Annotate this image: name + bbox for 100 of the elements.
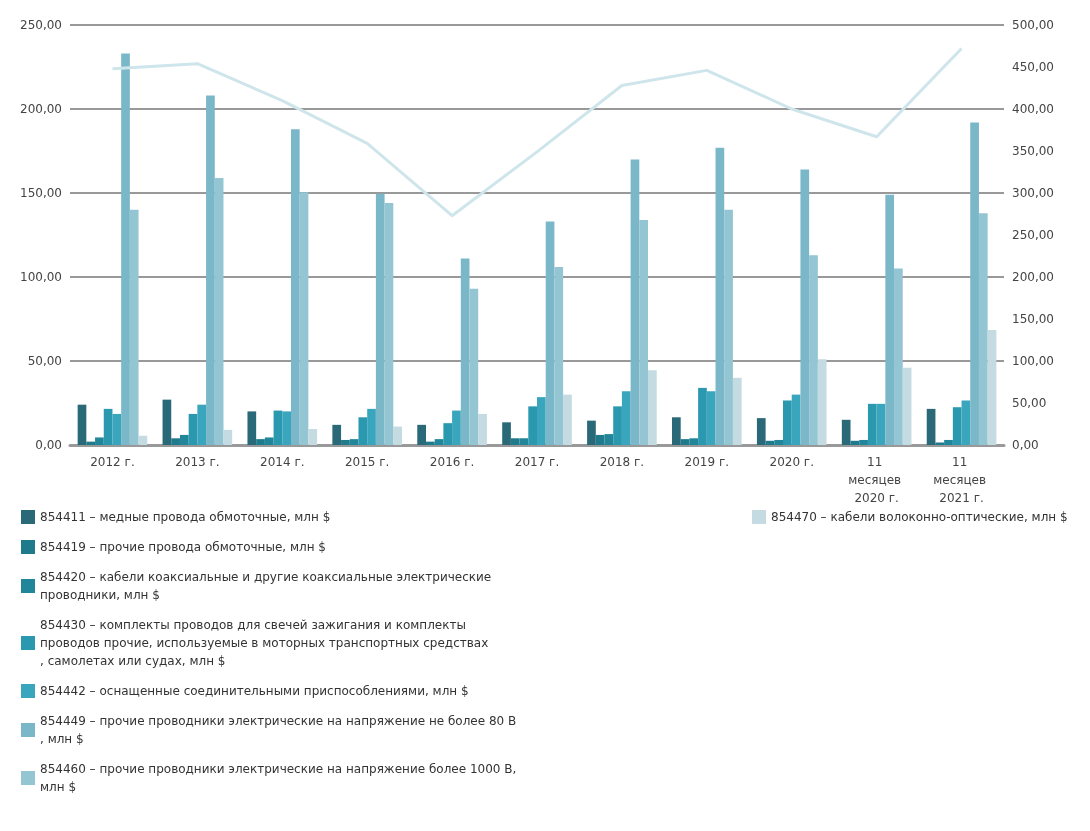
x-tick-label: 2017 г. — [514, 455, 560, 469]
x-tick-label: 2019 г. — [684, 455, 730, 469]
bar — [112, 413, 122, 445]
bar — [256, 439, 265, 445]
bar — [264, 437, 274, 445]
bar — [961, 400, 971, 445]
bar — [563, 394, 572, 445]
bar — [587, 420, 596, 445]
y2-tick-label: 500,00 — [1012, 18, 1054, 32]
y2-tick-label: 300,00 — [1012, 186, 1054, 200]
bar — [935, 442, 945, 445]
bar — [77, 404, 87, 445]
line-series — [110, 47, 964, 218]
bar — [460, 258, 470, 445]
bar — [478, 413, 487, 445]
legend-label: 854430 – комплекты проводов для свечей зажигания и комплекты проводов прочие, используемые в моторных транспортных средствах, самолетах или судах, млн $ — [40, 618, 489, 668]
bar — [537, 397, 546, 445]
y-tick-label: 150,00 — [20, 186, 62, 200]
x-tick-label: 11 месяцев 2020 г. — [848, 455, 905, 505]
legend-label: 854442 – оснащенные соединительными приспособлениями, млн $ — [40, 684, 469, 698]
bar — [859, 439, 868, 445]
bar — [630, 159, 640, 445]
x-tick-label: 2014 г. — [260, 455, 305, 469]
legend-label: 854419 – прочие провода обмоточные, млн $ — [40, 540, 326, 554]
bar — [680, 439, 690, 445]
bar — [783, 400, 792, 445]
bar — [885, 194, 895, 445]
y2-tick-label: 0,00 — [1012, 438, 1039, 452]
bar — [774, 439, 784, 445]
bar — [443, 423, 453, 445]
legend-label: 854470 – кабели волоконно-оптические, млн $ — [771, 510, 1068, 524]
bar — [926, 408, 936, 445]
bar — [121, 53, 130, 445]
bar — [95, 437, 104, 445]
bar — [689, 438, 699, 445]
bar — [171, 438, 180, 445]
bar — [672, 417, 681, 445]
bar — [206, 95, 215, 445]
bar — [613, 406, 622, 445]
y2-tick-label: 350,00 — [1012, 144, 1054, 158]
bar — [367, 408, 376, 445]
bar — [639, 219, 649, 445]
bar — [129, 209, 139, 445]
x-tick-label: 11 месяцев 2021 г. — [933, 455, 990, 505]
bar — [595, 434, 605, 445]
bar — [715, 147, 725, 445]
bar — [247, 411, 257, 445]
bar — [358, 417, 368, 445]
bar — [282, 411, 291, 445]
bar — [86, 441, 96, 445]
bar — [756, 418, 766, 445]
bar — [299, 192, 309, 445]
bar — [978, 213, 988, 445]
bar — [902, 367, 912, 445]
bar — [332, 424, 342, 445]
bar — [944, 439, 953, 445]
x-tick-label: 2012 г. — [90, 455, 135, 469]
bar — [434, 439, 444, 445]
bar — [349, 439, 359, 445]
bar — [197, 404, 207, 445]
bar — [545, 221, 555, 445]
bar — [809, 255, 818, 445]
y2-tick-label: 450,00 — [1012, 60, 1054, 74]
x-tick-label: 2013 г. — [175, 455, 220, 469]
bar — [800, 169, 810, 445]
bar — [273, 410, 283, 445]
bar — [188, 413, 198, 445]
bar — [841, 419, 851, 445]
y2-tick-label: 200,00 — [1012, 270, 1054, 284]
legend-label: 854420 – кабели коаксиальные и другие коаксиальные электрические проводники, млн $ — [40, 570, 496, 602]
bar — [179, 434, 189, 445]
y-tick-label: 0,00 — [35, 438, 62, 452]
bar — [554, 266, 564, 445]
bar — [103, 408, 113, 445]
bar — [724, 209, 733, 445]
bar — [970, 122, 979, 445]
legend-label: 854460 – прочие проводники электрические на напряжение более 1000 В, млн $ — [40, 762, 521, 794]
bar — [290, 129, 300, 445]
y-tick-label: 50,00 — [27, 354, 62, 368]
bar — [393, 426, 402, 445]
bar — [502, 422, 511, 445]
bar — [528, 406, 537, 445]
bar — [452, 410, 461, 445]
bar — [817, 359, 827, 445]
bar — [162, 399, 172, 445]
bar — [894, 268, 903, 445]
x-tick-label: 2016 г. — [429, 455, 475, 469]
y-tick-label: 200,00 — [20, 102, 62, 116]
bar — [417, 424, 426, 445]
bar — [867, 403, 877, 445]
bar — [987, 329, 997, 445]
bar — [732, 377, 742, 445]
bar — [308, 429, 318, 445]
bar — [469, 288, 479, 445]
y-tick-label: 250,00 — [20, 18, 62, 32]
y2-tick-label: 100,00 — [1012, 354, 1054, 368]
y2-tick-label: 250,00 — [1012, 228, 1054, 242]
bar — [223, 429, 233, 445]
bar — [214, 177, 224, 445]
x-tick-label: 2018 г. — [599, 455, 645, 469]
